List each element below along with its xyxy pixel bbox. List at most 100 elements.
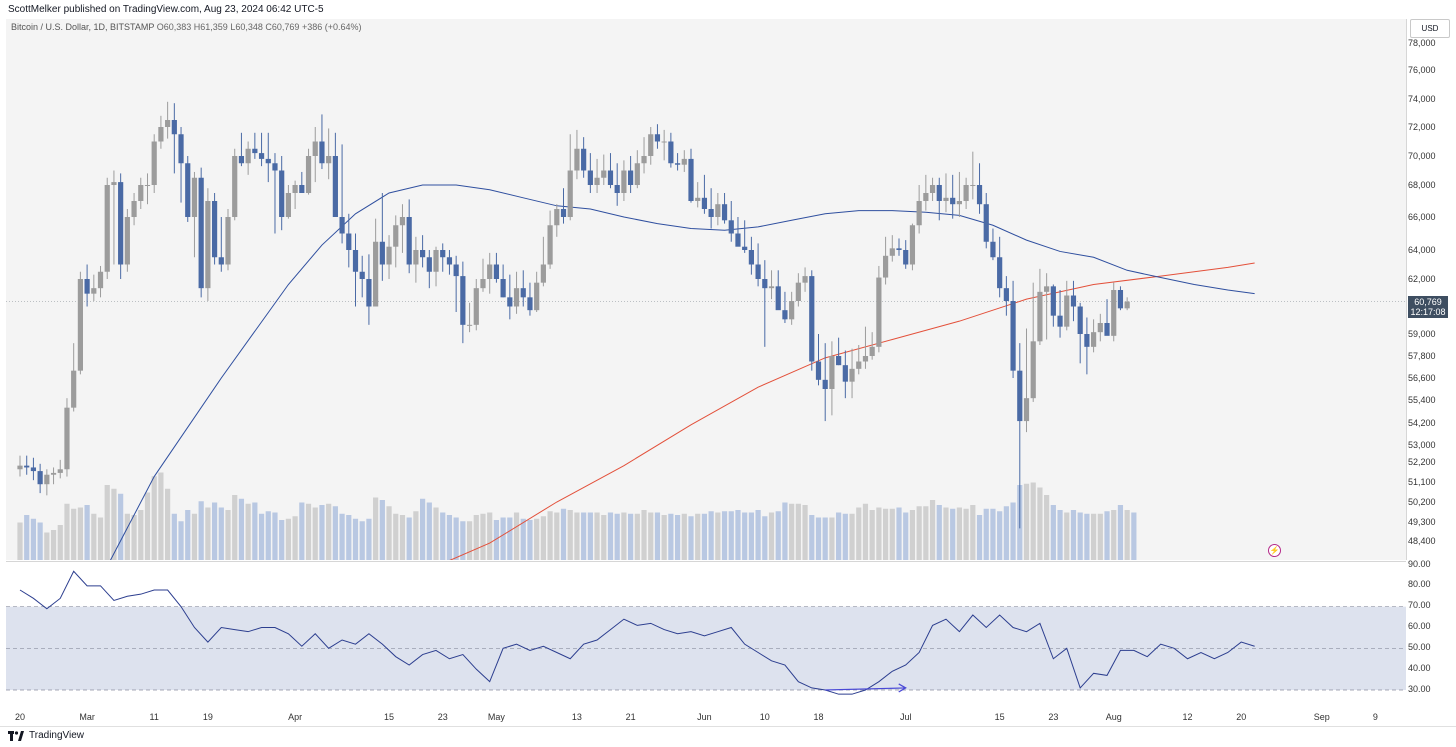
candle-body (138, 185, 144, 201)
candle-body (1030, 341, 1036, 399)
candle-body (30, 467, 37, 472)
candle-body (916, 201, 922, 226)
volume-bar (211, 502, 218, 560)
candle-body (862, 356, 869, 362)
volume-bar (124, 513, 130, 560)
candle-body (836, 356, 842, 366)
candle (44, 469, 50, 496)
candle-body (728, 220, 734, 234)
candle-body (668, 141, 674, 164)
volume-bar (440, 512, 446, 560)
candle (500, 264, 506, 298)
volume-bar (721, 511, 728, 560)
candle (104, 177, 110, 279)
time-tick-label: Jun (697, 712, 712, 722)
main-price-pane[interactable] (6, 19, 1407, 567)
candle-body (742, 246, 748, 250)
candle-body (903, 250, 909, 265)
bottom-separator (0, 726, 1456, 727)
lightning-icon[interactable]: ⚡ (1268, 544, 1281, 557)
candle (191, 171, 198, 258)
currency-label[interactable]: USD (1410, 19, 1450, 38)
time-axis[interactable]: 20 Mar 11 19 Apr 15 23 May 13 21 Jun 10 18 Jul 15 23 Aug… (6, 709, 1406, 725)
volume-bar (983, 508, 989, 560)
legend-symbol: Bitcoin / U.S. Dollar, 1D, BITSTAMP (11, 22, 155, 32)
volume-bar (560, 508, 567, 560)
candle-body (399, 217, 406, 226)
price-axis[interactable]: 78,000 76,000 74,000 72,000 70,000 68,000 66,0… (1406, 19, 1456, 709)
volume-bar (715, 512, 721, 560)
time-tick-label: 15 (384, 712, 394, 722)
candle (97, 265, 104, 298)
candle (668, 132, 674, 168)
legend-open: O60,383 (156, 22, 192, 32)
volume-bar (487, 512, 493, 560)
volume-bar (446, 515, 453, 560)
candle (151, 134, 157, 193)
price-tick-label: 49,300 (1408, 517, 1436, 527)
price-chart-svg (6, 101, 1406, 567)
legend-high: H61,359 (193, 22, 228, 32)
candle (258, 132, 265, 167)
candle (326, 128, 332, 180)
volume-bar (668, 513, 674, 560)
candle (171, 103, 177, 174)
volume-bar (1023, 483, 1030, 560)
candle (1023, 328, 1030, 433)
candle-body (997, 257, 1003, 289)
candle-body (701, 197, 708, 209)
candle-body (681, 158, 687, 165)
price-tick-label: 54,200 (1408, 418, 1436, 428)
volume-bar (909, 510, 916, 560)
volume-bar (1097, 513, 1103, 560)
candle-body (661, 141, 667, 143)
candle-body (1111, 290, 1117, 336)
candle (413, 236, 419, 283)
tradingview-brand[interactable]: TradingView (8, 730, 84, 741)
volume-bar (641, 510, 647, 560)
volume-bar (379, 500, 385, 560)
candle (185, 156, 191, 222)
volume-bar (607, 512, 614, 560)
candle-body (695, 197, 701, 201)
price-tick-label: 52,200 (1408, 457, 1436, 467)
volume-bar (976, 515, 983, 560)
volume-bar (547, 511, 553, 560)
volume-bar (695, 513, 701, 560)
candle-body (178, 134, 184, 164)
candle-body (171, 120, 177, 135)
candle (111, 170, 117, 265)
candle (802, 267, 808, 292)
candle (339, 144, 345, 244)
volume-bar (466, 521, 473, 560)
candle-body (393, 225, 399, 247)
candle-body (641, 156, 647, 164)
rsi-pane[interactable] (6, 561, 1406, 710)
candle (869, 332, 875, 360)
volume-bar (527, 520, 533, 560)
volume-bar (493, 520, 500, 560)
candle-body (124, 217, 130, 265)
last-price-tag: 60,769 12:17:08 (1408, 295, 1448, 318)
volume-bar (789, 503, 795, 560)
volume-bar (574, 512, 580, 560)
volume-bar (191, 513, 198, 560)
candle-body (245, 148, 251, 164)
candle-body (970, 185, 976, 186)
candle (1117, 286, 1124, 311)
candle-body (292, 185, 298, 193)
candle (1124, 297, 1130, 311)
candle-body (849, 368, 855, 382)
candle-body (1050, 286, 1056, 316)
candle-body (869, 346, 875, 356)
candle-body (923, 193, 929, 201)
volume-bar (118, 493, 124, 560)
volume-bar (862, 503, 869, 560)
time-tick-label: Jul (900, 712, 912, 722)
candle (735, 217, 741, 247)
volume-bar (634, 513, 640, 560)
candle (198, 167, 204, 298)
candle (621, 160, 627, 201)
rsi-line (19, 570, 1255, 695)
volume-bar (339, 513, 345, 560)
